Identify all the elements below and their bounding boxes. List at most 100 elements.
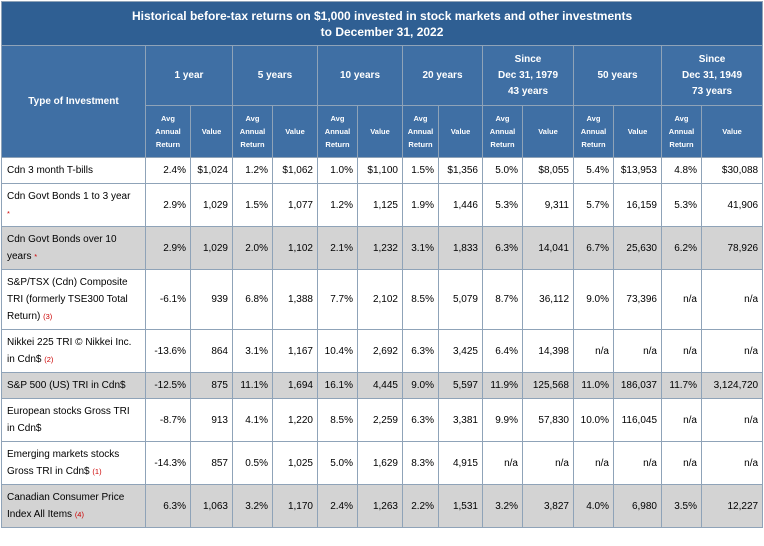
value-cell: 12,227 [700,484,764,528]
value-cell: 1,125 [357,183,403,227]
avg-header-word: Annual [239,127,266,136]
value-cell: 5,597 [438,372,483,399]
value-cell: n/a [700,269,764,330]
label-line: TRI (formerly TSE300 Total [7,294,128,305]
investment-type-label: Emerging markets stocks Gross TRI in Cdn$… [1,441,146,485]
value-cell: 3,425 [438,329,483,373]
investment-type-label: Nikkei 225 TRI © Nikkei Inc. in Cdn$ (2) [1,329,146,373]
value-cell: 2,102 [357,269,403,330]
avg-return-cell: 1.0% [317,157,358,184]
value-cell: 1,220 [272,398,318,442]
avg-return-cell: 3.1% [232,329,273,373]
label-line: Return) [7,311,41,322]
value-cell: $8,055 [522,157,574,184]
avg-return-cell: 6.3% [482,226,523,270]
period-header-line: 10 years [339,69,381,81]
period-header: 1 year [145,45,233,106]
value-header: Value [700,105,764,158]
value-cell: 1,170 [272,484,318,528]
avg-return-cell: n/a [661,269,702,330]
period-header: 20 years [402,45,483,106]
avg-return-cell: 9.0% [573,269,614,330]
avg-header-word: Return [669,140,694,149]
avg-return-cell: 5.4% [573,157,614,184]
avg-return-cell: 1.5% [232,183,273,227]
value-cell: $1,356 [438,157,483,184]
avg-return-cell: 3.1% [402,226,439,270]
avg-annual-return-header: Avg Annual Return [317,105,358,158]
avg-header-word: Return [240,140,265,149]
label-line: years [7,251,32,262]
avg-return-cell: 5.3% [661,183,702,227]
avg-header-word: Annual [580,127,607,136]
value-cell: 1,029 [190,183,233,227]
avg-return-cell: n/a [661,329,702,373]
avg-return-cell: 7.7% [317,269,358,330]
investment-type-label: S&P 500 (US) TRI in Cdn$ [1,372,146,399]
avg-header-word: Annual [324,127,351,136]
value-cell: 2,692 [357,329,403,373]
avg-return-cell: 3.2% [232,484,273,528]
value-cell: 116,045 [613,398,662,442]
value-cell: n/a [613,329,662,373]
value-header: Value [613,105,662,158]
footnote-marker: (4) [74,510,84,519]
avg-return-cell: 2.1% [317,226,358,270]
title-line-2: to December 31, 2022 [320,24,444,39]
period-header-line: Since [514,53,542,65]
avg-return-cell: 2.2% [402,484,439,528]
value-cell: 1,263 [357,484,403,528]
table-row: Cdn Govt Bonds over 10 years * 2.9% 1,029 2.… [1,226,764,270]
value-cell: 16,159 [613,183,662,227]
table-row: European stocks Gross TRI in Cdn$ -8.7% 913… [1,398,764,442]
investment-type-label: Cdn Govt Bonds over 10 years * [1,226,146,270]
value-cell: 9,311 [522,183,574,227]
avg-return-cell: 16.1% [317,372,358,399]
avg-return-cell: 5.7% [573,183,614,227]
value-cell: 1,833 [438,226,483,270]
title-line-1: Historical before-tax returns on $1,000 … [131,8,633,23]
avg-return-cell: -6.1% [145,269,191,330]
value-cell: 73,396 [613,269,662,330]
avg-header-word: Avg [330,114,345,123]
value-cell: 36,112 [522,269,574,330]
avg-return-cell: n/a [573,329,614,373]
avg-return-cell: -12.5% [145,372,191,399]
table-row: S&P 500 (US) TRI in Cdn$ -12.5% 875 11.1% 1,… [1,372,764,399]
avg-header-word: Avg [586,114,601,123]
avg-header-word: Annual [668,127,695,136]
avg-return-cell: n/a [573,441,614,485]
value-cell: 3,124,720 [700,372,764,399]
avg-return-cell: 11.9% [482,372,523,399]
investment-type-label: European stocks Gross TRI in Cdn$ [1,398,146,442]
value-cell: 857 [190,441,233,485]
value-cell: 1,531 [438,484,483,528]
label-line: Canadian Consumer Price [7,492,125,503]
avg-return-cell: -14.3% [145,441,191,485]
footnote-marker: * [34,252,38,261]
avg-return-cell: 1.2% [317,183,358,227]
avg-return-cell: 8.5% [402,269,439,330]
label-line: S&P/TSX (Cdn) Composite [7,277,128,288]
avg-header-word: Avg [674,114,689,123]
avg-return-cell: 6.2% [661,226,702,270]
avg-return-cell: n/a [661,398,702,442]
avg-return-cell: 6.3% [145,484,191,528]
avg-return-cell: 2.4% [145,157,191,184]
type-of-investment-header: Type of Investment [1,45,146,158]
period-header-line: 43 years [507,85,549,97]
avg-return-cell: 2.9% [145,183,191,227]
avg-annual-return-header: Avg Annual Return [661,105,702,158]
label-line: Emerging markets stocks [7,449,120,460]
returns-table: Historical before-tax returns on $1,000 … [0,1,764,528]
avg-return-cell: 11.1% [232,372,273,399]
avg-header-word: Annual [155,127,181,136]
value-cell: 1,063 [190,484,233,528]
value-cell: 4,915 [438,441,483,485]
period-header-line: 5 years [257,69,293,81]
label-line: Nikkei 225 TRI © Nikkei Inc. [7,337,132,348]
investment-type-label: Cdn Govt Bonds 1 to 3 year * [1,183,146,227]
label-line: S&P 500 (US) TRI in Cdn$ [7,380,126,391]
period-header: 10 years [317,45,403,106]
period-header-line: Dec 31, 1979 [497,69,559,81]
